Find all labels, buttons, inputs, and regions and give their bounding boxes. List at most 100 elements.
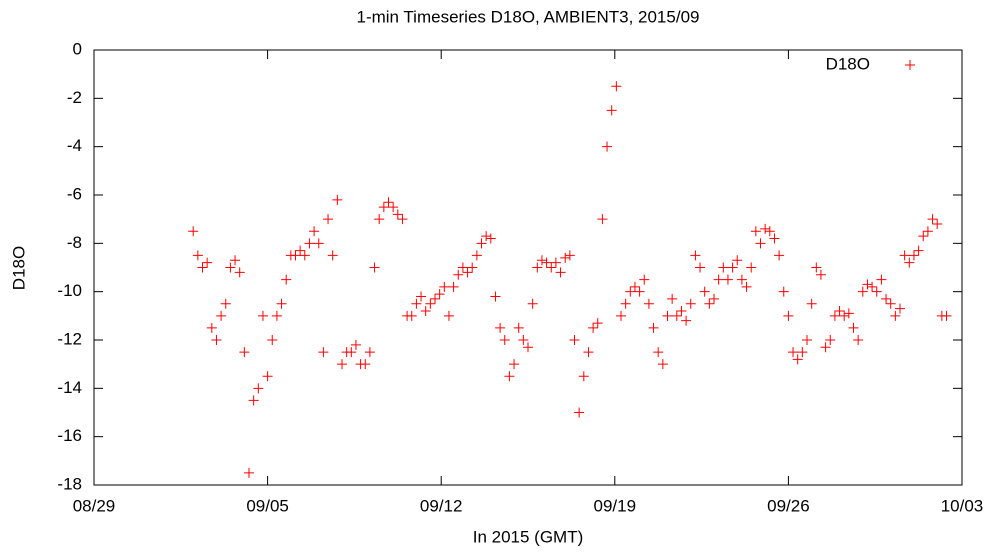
data-point — [471, 250, 482, 261]
data-point — [927, 214, 938, 225]
data-point — [267, 335, 278, 345]
data-point — [848, 322, 859, 333]
data-point — [736, 274, 747, 285]
data-point — [574, 407, 585, 418]
data-point — [276, 298, 287, 309]
data-point — [746, 262, 757, 273]
data-point — [606, 105, 617, 116]
y-tick-label: -10 — [57, 281, 82, 300]
data-point — [815, 269, 826, 280]
data-point — [225, 262, 236, 273]
data-point — [434, 289, 445, 300]
data-point — [323, 214, 334, 225]
data-point — [820, 342, 831, 353]
data-point — [369, 262, 380, 273]
data-point — [797, 347, 808, 358]
y-tick-label: -2 — [67, 88, 82, 107]
data-point — [639, 274, 650, 285]
x-tick-label: 08/29 — [73, 496, 116, 515]
data-point — [560, 252, 571, 263]
legend-marker — [905, 60, 915, 70]
data-point — [625, 286, 636, 297]
data-point — [541, 257, 552, 268]
y-axis-label: D18O — [9, 246, 28, 290]
legend-label: D18O — [826, 54, 870, 73]
data-point — [671, 310, 682, 321]
data-point — [690, 250, 701, 261]
data-point — [220, 298, 231, 309]
data-point — [629, 281, 640, 292]
data-point — [681, 315, 692, 326]
data-point — [364, 347, 375, 358]
data-point — [695, 262, 706, 273]
x-tick-label: 09/26 — [767, 496, 810, 515]
data-point — [271, 310, 282, 321]
data-point — [476, 238, 487, 249]
data-point — [490, 291, 501, 302]
data-point — [602, 141, 613, 152]
data-point — [890, 310, 901, 321]
data-point — [197, 262, 208, 273]
data-point — [881, 293, 892, 304]
y-tick-label: -16 — [57, 426, 82, 445]
data-point — [495, 322, 506, 333]
data-point — [439, 281, 450, 292]
data-point — [509, 359, 520, 370]
data-point — [750, 226, 761, 237]
data-point — [657, 359, 668, 370]
data-point — [216, 310, 227, 321]
data-point — [304, 238, 315, 249]
data-point — [546, 262, 557, 273]
data-point — [597, 214, 608, 225]
data-point — [908, 250, 919, 261]
y-tick-label: 0 — [73, 39, 82, 58]
data-point — [411, 298, 422, 309]
data-point — [732, 255, 743, 266]
data-point — [709, 293, 719, 304]
data-point — [876, 274, 887, 285]
data-point — [244, 467, 254, 478]
data-point — [895, 303, 905, 314]
data-point — [383, 197, 394, 208]
data-point — [578, 371, 589, 382]
data-point — [262, 371, 273, 382]
data-point — [918, 231, 929, 242]
data-point — [588, 322, 599, 333]
plot-frame — [93, 49, 963, 486]
data-point — [685, 298, 696, 309]
data-point — [378, 202, 389, 213]
data-point — [430, 293, 440, 304]
data-point — [913, 245, 924, 256]
y-tick-label: -18 — [57, 474, 82, 493]
data-point — [527, 298, 538, 309]
data-point — [420, 306, 431, 316]
data-point — [760, 223, 771, 234]
data-point — [443, 310, 454, 321]
data-point — [499, 335, 510, 345]
data-point — [248, 395, 259, 406]
data-point — [616, 310, 626, 321]
data-point — [611, 81, 622, 92]
data-point — [904, 257, 915, 268]
data-point — [783, 310, 794, 321]
data-point — [467, 262, 478, 273]
data-point — [532, 262, 543, 273]
data-point — [290, 250, 301, 261]
data-point — [202, 257, 213, 268]
x-tick-label: 09/19 — [594, 496, 637, 515]
data-point — [806, 298, 817, 309]
data-point — [485, 233, 496, 244]
data-point — [867, 281, 878, 292]
data-point — [653, 347, 664, 358]
data-point — [239, 347, 250, 358]
data-point — [834, 306, 845, 316]
data-point — [481, 231, 492, 242]
data-point — [676, 306, 687, 316]
data-point — [281, 274, 292, 285]
data-point — [397, 214, 408, 225]
data-point — [648, 322, 659, 333]
data-point — [569, 335, 580, 345]
data-point — [634, 286, 645, 297]
data-point — [374, 214, 385, 225]
data-point — [350, 339, 361, 350]
